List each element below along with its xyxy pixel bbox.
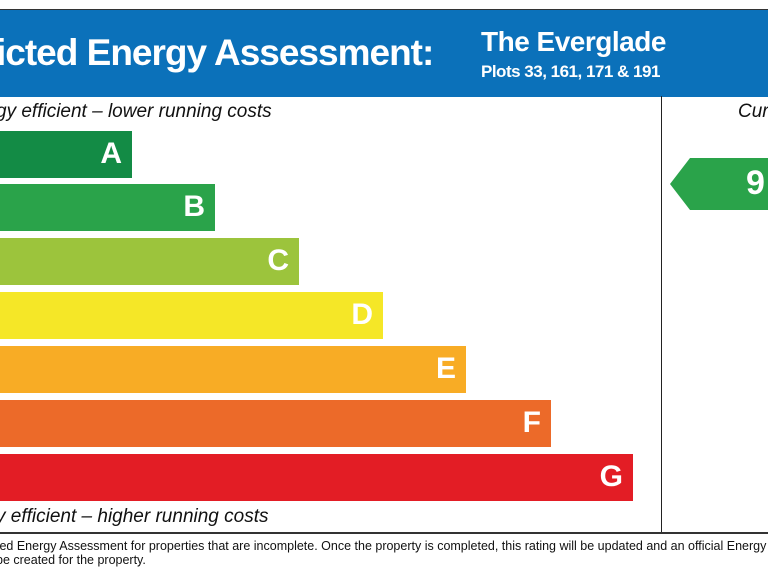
band-letter: G	[599, 460, 623, 493]
band-letter: F	[522, 406, 541, 439]
plots-label: Plots 33, 161, 171 & 191	[481, 62, 660, 81]
band-letter: A	[100, 137, 122, 170]
band-f: F	[0, 400, 551, 447]
property-name: The Everglade	[481, 26, 666, 57]
band-letter: D	[351, 298, 373, 331]
bottom-divider	[0, 532, 768, 534]
band-g: G	[0, 454, 633, 501]
band-c: C	[0, 238, 299, 285]
footer-line-1: ted Energy Assessment for properties tha…	[0, 539, 767, 553]
header-banner: icted Energy Assessment: The Everglade P…	[0, 9, 768, 97]
top-caption: gy efficient – lower running costs	[0, 101, 272, 122]
band-letter: B	[183, 190, 205, 223]
current-column-header: Cur	[738, 101, 768, 122]
column-divider	[661, 96, 662, 532]
band-letter: C	[267, 244, 289, 277]
footer-line-2: be created for the property.	[0, 553, 146, 567]
page-title: icted Energy Assessment:	[0, 32, 434, 73]
band-a: A	[0, 131, 132, 178]
bottom-caption: y efficient – higher running costs	[0, 506, 269, 527]
band-b: B	[0, 184, 215, 231]
band-letter: E	[435, 352, 456, 385]
band-e: E	[0, 346, 466, 393]
current-rating-value: 9	[746, 164, 765, 202]
current-rating-arrow: 9	[670, 158, 768, 210]
band-d: D	[0, 292, 383, 339]
footer-note: ted Energy Assessment for properties tha…	[0, 539, 766, 567]
